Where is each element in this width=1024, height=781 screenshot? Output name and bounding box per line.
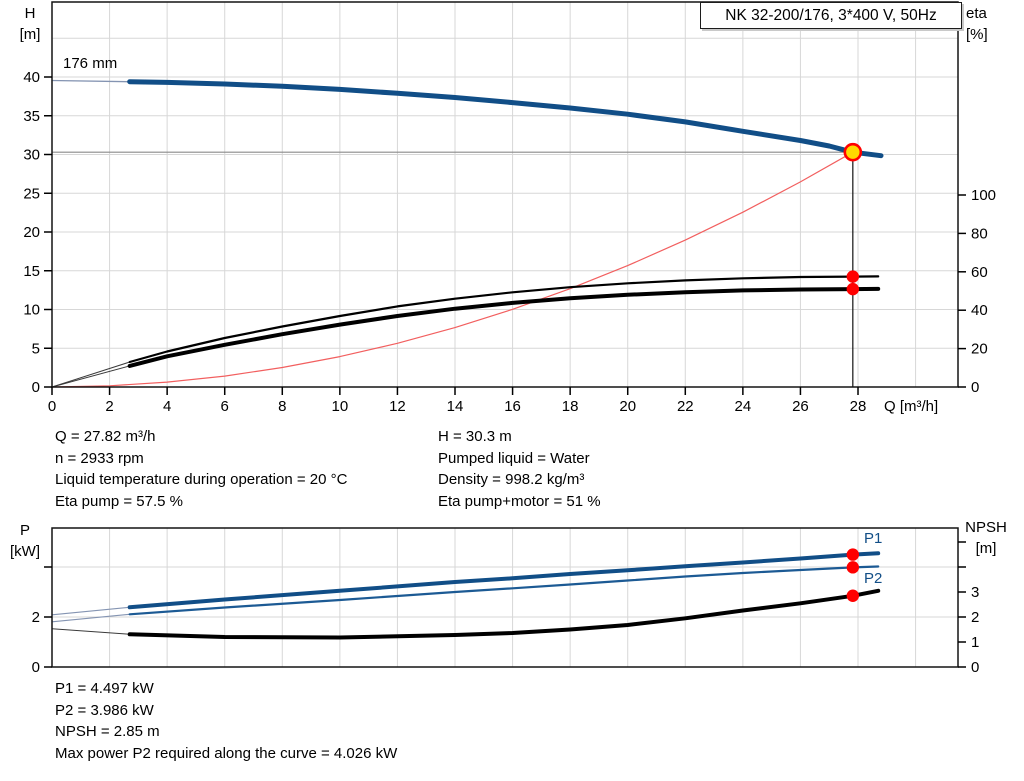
p-axis-label: P [19,522,30,539]
npsh-axis-unit: [m] [975,540,997,557]
head-curve [127,79,884,159]
npsh-axis-label: NPSH [965,519,1007,536]
p1-result-line: P1 = 4.497 kW [55,680,154,697]
right-tick-label: 80 [971,225,988,242]
x-tick-label: 18 [562,398,579,415]
x-tick-label: 24 [735,398,752,415]
right-tick-label: 60 [971,264,988,281]
x-tick-label: 20 [619,398,636,415]
plot-border [51,527,959,668]
p-axis-title: P [kW] [2,520,48,562]
right-tick-label: 1 [971,634,979,651]
h-axis-label: H [24,5,36,22]
operating-point-left-column: Q = 27.82 m³/h n = 2933 rpm Liquid tempe… [55,426,347,512]
eta-pump-motor-point [846,282,860,296]
x-tick-label: 28 [850,398,867,415]
right-tick-label: 40 [971,302,988,319]
p1-point [846,548,860,561]
right-tick-label: 2 [971,609,979,626]
left-tick-label: 10 [23,302,40,319]
operating-point-right-column: H = 30.3 m Pumped liquid = Water Density… [438,426,601,512]
eta-pump-motor-curve [127,286,881,368]
system-curve [51,151,854,388]
eta-pump-ext [51,361,131,388]
plot-border [51,1,959,388]
x-tick-label: 14 [447,398,464,415]
eta-axis-title: eta [%] [966,3,1014,45]
x-tick-label: 12 [389,398,406,415]
npsh-result-line: NPSH = 2.85 m [55,723,160,740]
h-axis-title: H [m] [10,3,50,45]
op-temperature-line: Liquid temperature during operation = 20… [55,471,348,488]
p2-result-line: P2 = 3.986 kW [55,701,154,719]
left-tick-label: 35 [23,108,40,125]
duty-point-marker [843,142,863,162]
p2-curve-label: P2 [864,570,883,587]
power-npsh-chart: 0 2 0 1 2 3 [32,527,979,676]
qh-eta-chart: 0 2 4 6 8 10 12 14 16 18 20 22 24 26 28051015202530354… [23,1,996,415]
x-tick-label: 0 [48,398,56,415]
x-tick-label: 26 [792,398,809,415]
op-speed-line: n = 2933 rpm [55,449,144,467]
left-tick-label: 25 [23,185,40,202]
eta-axis-label: eta [966,5,987,22]
x-tick-label: 8 [278,398,286,415]
p2-curve [128,565,880,616]
left-tick-label: 0 [32,379,40,396]
left-tick-label: 15 [23,263,40,280]
q-axis-title: Q [m³/h] [884,398,939,415]
left-tick-label: 40 [23,69,40,86]
left-tick-label: 0 [32,659,40,676]
left-tick-label: 2 [32,609,40,626]
left-tick-label: 20 [23,224,40,241]
p1-curve [127,551,881,610]
op-flow-line: Q = 27.82 m³/h [55,428,156,445]
op-eta-total-line: Eta pump+motor = 51 % [438,492,601,510]
x-tick-label: 22 [677,398,694,415]
op-head-line: H = 30.3 m [438,428,512,445]
eta-pump-point [846,270,860,283]
eta-axis-unit: [%] [966,26,988,43]
p1-curve-ext [51,606,131,616]
right-tick-label: 100 [971,187,996,204]
right-tick-label: 0 [971,659,979,676]
impeller-diameter-label: 176 mm [63,55,118,72]
p2-point [846,561,860,574]
left-tick-label: 30 [23,147,40,164]
eta-pump-motor-ext [51,365,131,388]
npsh-axis-title: NPSH [m] [957,517,1015,559]
x-tick-label: 16 [504,398,521,415]
op-eta-pump-line: Eta pump = 57.5 % [55,492,183,510]
npsh-curve [127,588,881,640]
max-power-line: Max power P2 required along the curve = … [55,744,398,762]
right-tick-label: 0 [971,379,979,396]
x-tick-label: 4 [163,398,171,415]
x-tick-label: 6 [221,398,229,415]
right-tick-label: 3 [971,584,979,601]
head-curve-ext [51,79,131,83]
right-tick-label: 20 [971,341,988,358]
power-results-block: P1 = 4.497 kW P2 = 3.986 kW NPSH = 2.85 … [55,678,397,764]
npsh-curve-ext [51,628,131,635]
pump-model-badge: NK 32-200/176, 3*400 V, 50Hz [700,2,962,29]
h-axis-unit: [m] [19,26,41,43]
x-tick-label: 10 [332,398,349,415]
x-tick-label: 2 [105,398,113,415]
p1-curve-label: P1 [864,530,883,547]
left-tick-label: 5 [32,340,40,357]
eta-pump-curve [128,275,880,364]
p2-curve-ext [51,613,131,623]
p-axis-unit: [kW] [10,543,40,560]
op-density-line: Density = 998.2 kg/m³ [438,471,585,488]
op-liquid-line: Pumped liquid = Water [438,449,590,467]
npsh-point [846,589,860,602]
